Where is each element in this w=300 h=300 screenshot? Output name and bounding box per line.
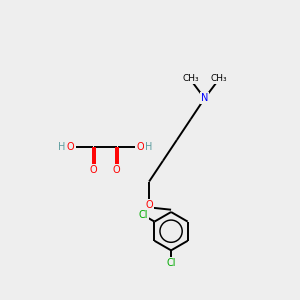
Text: CH₃: CH₃ xyxy=(210,74,227,82)
Text: Cl: Cl xyxy=(139,210,148,220)
Text: H: H xyxy=(58,142,65,152)
Text: O: O xyxy=(136,142,144,152)
Text: CH₃: CH₃ xyxy=(182,74,199,82)
Text: O: O xyxy=(145,200,153,210)
Text: O: O xyxy=(67,142,74,152)
Text: O: O xyxy=(113,165,121,175)
Text: O: O xyxy=(90,165,98,175)
Text: Cl: Cl xyxy=(166,258,176,268)
Text: H: H xyxy=(145,142,152,152)
Text: N: N xyxy=(201,93,208,103)
